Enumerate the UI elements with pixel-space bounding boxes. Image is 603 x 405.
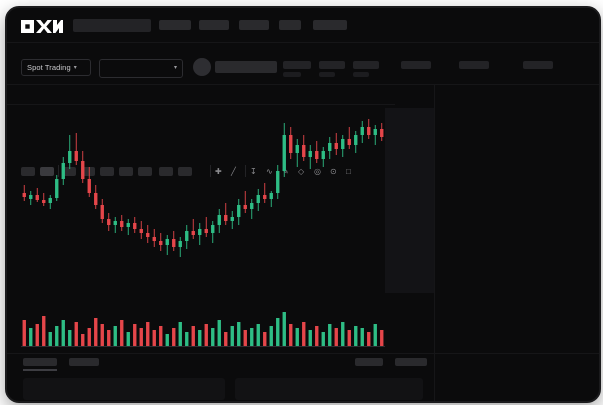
- bottom-tab-1[interactable]: [23, 358, 57, 366]
- bottom-card-2: [235, 378, 423, 400]
- okx-logo-icon[interactable]: [21, 20, 63, 33]
- magnet-icon[interactable]: ◇: [298, 167, 305, 176]
- stat-last-price: [283, 61, 311, 69]
- pair-name-label: [215, 61, 277, 73]
- nav-item-4[interactable]: [279, 20, 301, 30]
- app-window: Spot Trading ▾ ▾ ✚ ╱ ↧ ∿ ✎ ◇ ◎ ⊙ □: [5, 6, 601, 403]
- interval-button-9[interactable]: [178, 167, 192, 176]
- candlestick-chart[interactable]: [7, 105, 395, 308]
- interval-button-8[interactable]: [159, 167, 173, 176]
- stat-low: [401, 61, 431, 69]
- bottom-tab-active-underline: [23, 369, 57, 371]
- chart-toolbar-divider: [7, 104, 395, 105]
- right-panel-divider: [434, 85, 435, 401]
- chart-watermark-overlay: [385, 108, 435, 293]
- interval-button-7[interactable]: [138, 167, 152, 176]
- search-input[interactable]: [73, 19, 151, 32]
- nav-item-2[interactable]: [199, 20, 229, 30]
- trading-mode-select[interactable]: Spot Trading ▾: [21, 59, 91, 76]
- interval-button-5[interactable]: [100, 167, 114, 176]
- nav-item-5[interactable]: [313, 20, 347, 30]
- nav-item-3[interactable]: [239, 20, 269, 30]
- bottom-right-tab-1[interactable]: [355, 358, 383, 366]
- stat-volume: [459, 61, 489, 69]
- interval-button-3[interactable]: [62, 167, 76, 176]
- bottom-divider: [7, 353, 599, 354]
- bottom-right-tab-2[interactable]: [395, 358, 427, 366]
- top-navigation-bar: [7, 8, 599, 42]
- chart-toolbar: ✚ ╱ ↧ ∿ ✎ ◇ ◎ ⊙ □: [7, 85, 395, 177]
- chevron-down-icon: ▾: [73, 64, 77, 71]
- trading-mode-label: Spot Trading: [27, 63, 71, 72]
- eye-icon[interactable]: ◎: [314, 167, 321, 176]
- chevron-down-icon: ▾: [173, 65, 177, 71]
- interval-button-4[interactable]: [81, 167, 95, 176]
- stat-change-sub: [319, 72, 335, 77]
- stat-turnover: [523, 61, 553, 69]
- stat-last-price-sub: [283, 72, 301, 77]
- wave-icon[interactable]: ∿: [266, 167, 273, 176]
- trash-icon[interactable]: □: [346, 167, 351, 176]
- interval-button-2[interactable]: [40, 167, 54, 176]
- market-bar-divider: [7, 84, 599, 85]
- nav-item-1[interactable]: [159, 20, 191, 30]
- interval-button-6[interactable]: [119, 167, 133, 176]
- volume-chart: [7, 308, 395, 353]
- stat-change: [319, 61, 345, 69]
- bottom-card-1: [23, 378, 225, 400]
- interval-button-1[interactable]: [21, 167, 35, 176]
- ruler-icon[interactable]: ↧: [250, 167, 257, 176]
- pair-select[interactable]: ▾: [99, 59, 183, 78]
- stat-high-sub: [353, 72, 369, 77]
- stat-high: [353, 61, 379, 69]
- brush-icon[interactable]: ✎: [282, 167, 289, 176]
- trendline-icon[interactable]: ╱: [231, 167, 236, 176]
- bottom-tab-2[interactable]: [69, 358, 99, 366]
- coin-avatar: [193, 58, 211, 76]
- crosshair-icon[interactable]: ✚: [215, 167, 222, 176]
- top-divider: [7, 42, 599, 43]
- right-panel: Buy Sell: [435, 85, 599, 401]
- lock-icon[interactable]: ⊙: [330, 167, 337, 176]
